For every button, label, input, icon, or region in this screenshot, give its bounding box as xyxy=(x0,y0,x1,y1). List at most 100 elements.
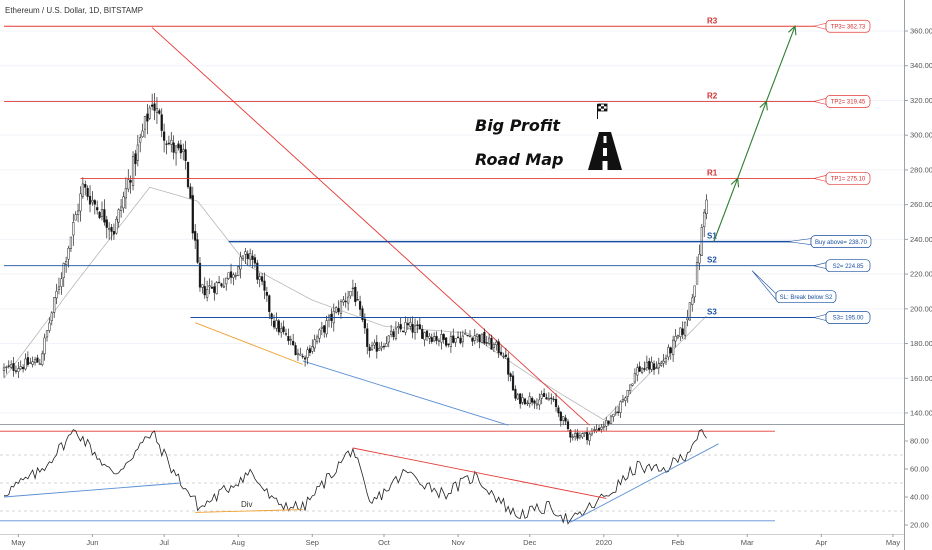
candle-body xyxy=(523,398,527,405)
candle-body xyxy=(542,393,546,397)
candle-body xyxy=(335,307,338,313)
price-tick-label: 160.00 xyxy=(910,374,932,383)
projection-arrow-1 xyxy=(713,178,739,242)
candle-body xyxy=(387,335,390,343)
candle-body xyxy=(122,196,125,209)
candle-body xyxy=(158,110,161,114)
candle-body xyxy=(74,214,77,221)
candle-body xyxy=(657,363,660,369)
callout-text: Buy above= 238.70 xyxy=(815,240,868,246)
candle-body xyxy=(165,143,168,145)
candle-body xyxy=(48,322,51,331)
callout-4: Buy above= 238.70 xyxy=(787,235,872,248)
callout-6: SL: Break below S2 xyxy=(751,270,837,304)
candle-body xyxy=(461,335,464,343)
candle-body xyxy=(404,322,407,333)
candle-body xyxy=(425,330,429,338)
candle-body xyxy=(655,367,658,369)
candle-body xyxy=(583,432,586,434)
level-label-s3: S3 xyxy=(707,308,717,317)
candle-body xyxy=(595,429,598,432)
candle-body xyxy=(633,373,637,383)
projection-arrow-3 xyxy=(765,26,796,102)
candle-body xyxy=(112,231,116,235)
candle-body xyxy=(253,257,257,264)
candle-body xyxy=(263,280,266,291)
level-label-r2: R2 xyxy=(707,91,718,100)
candle-body xyxy=(676,335,680,338)
candle-body xyxy=(67,247,70,260)
candle-body xyxy=(430,337,433,342)
candle-body xyxy=(413,325,417,333)
candle-body xyxy=(31,361,34,365)
callout-text: S3= 195.00 xyxy=(833,316,865,322)
time-tick-label: Aug xyxy=(232,538,245,547)
rsi-axis: 20.00 40.00 60.00 80.00 xyxy=(904,437,929,530)
candle-body xyxy=(447,343,450,346)
candle-body xyxy=(206,289,209,298)
candle-body xyxy=(294,345,297,355)
candle-body xyxy=(499,351,503,355)
time-tick-label: Sep xyxy=(306,538,319,547)
headline-line2: Road Map xyxy=(475,150,564,169)
candle-body xyxy=(119,206,123,211)
candlesticks xyxy=(2,92,708,446)
candle-body xyxy=(110,227,113,232)
candle-body xyxy=(201,284,204,288)
candle-body xyxy=(50,312,53,322)
candle-body xyxy=(693,285,696,298)
candle-body xyxy=(323,325,326,333)
time-tick-label: May xyxy=(11,538,25,547)
candle-body xyxy=(127,179,130,190)
candle-body xyxy=(476,333,479,338)
candle-body xyxy=(418,324,421,330)
candle-body xyxy=(217,281,221,284)
candle-body xyxy=(65,261,68,266)
candle-body xyxy=(69,236,73,249)
candle-body xyxy=(382,345,386,348)
candle-body xyxy=(703,211,706,227)
candle-body xyxy=(442,333,445,340)
candle-body xyxy=(626,390,629,397)
candle-body xyxy=(203,286,206,296)
candle-body xyxy=(664,358,668,363)
candle-body xyxy=(521,397,524,403)
candle-body xyxy=(167,142,171,145)
candle-body xyxy=(339,301,343,314)
callout-box xyxy=(825,259,871,273)
candle-body xyxy=(351,287,355,290)
price-tick-label: 240.00 xyxy=(910,235,932,244)
candle-body xyxy=(327,315,331,321)
callout-text: TP3= 362.73 xyxy=(831,24,866,30)
candle-body xyxy=(698,254,701,264)
candle-body xyxy=(397,326,400,328)
candle-body xyxy=(495,341,498,346)
candle-body xyxy=(174,145,178,154)
candle-body xyxy=(86,187,89,197)
candle-body xyxy=(313,339,316,349)
time-tick-label: Nov xyxy=(451,538,465,547)
candle-body xyxy=(662,360,665,364)
candle-body xyxy=(619,401,622,413)
candle-body xyxy=(547,398,550,401)
candle-body xyxy=(588,433,591,441)
candle-body xyxy=(14,370,18,372)
callout-text: TP1= 275.10 xyxy=(831,177,866,183)
rsi-trendline-red xyxy=(352,447,607,499)
rsi-line xyxy=(3,429,707,525)
candle-body xyxy=(93,200,96,205)
price-tick-label: 200.00 xyxy=(910,304,932,313)
finish-flag-icon xyxy=(597,103,608,119)
callout-box xyxy=(775,290,837,304)
time-axis: May Jun Jul Aug Sep Oct Nov Dec 2020 Feb Mar Apr May xyxy=(11,534,900,547)
candle-body xyxy=(22,366,25,370)
candle-body xyxy=(41,353,44,365)
rsi-tick-label: 60.00 xyxy=(910,465,929,474)
candle-body xyxy=(189,186,192,199)
candle-body xyxy=(464,333,467,335)
candle-body xyxy=(550,397,553,400)
candle-body xyxy=(421,328,424,339)
candle-body xyxy=(124,188,127,199)
candle-body xyxy=(652,363,656,370)
